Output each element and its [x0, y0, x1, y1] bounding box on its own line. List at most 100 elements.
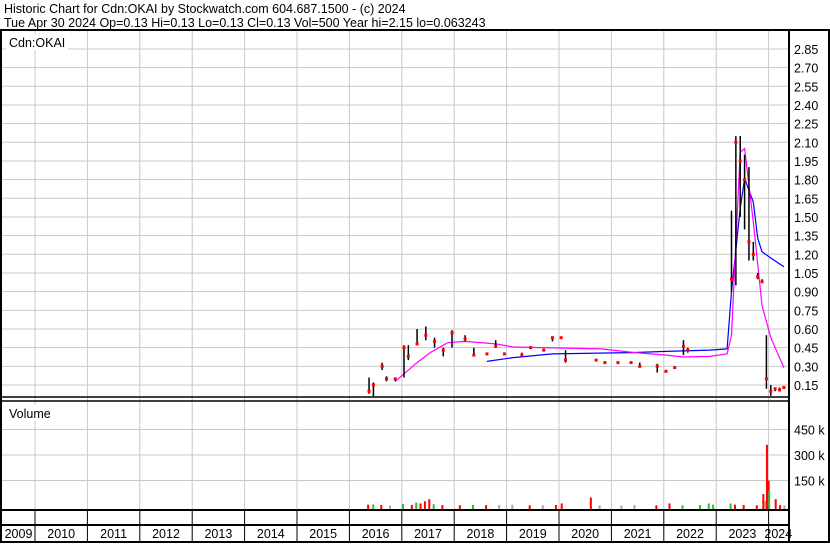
close-marker [778, 388, 782, 392]
volume-bar [415, 502, 418, 510]
year-label: 2011 [100, 527, 127, 541]
volume-tick-label: 150 k [794, 475, 825, 489]
year-label: 2022 [676, 527, 704, 541]
volume-bar [560, 503, 563, 510]
close-marker [655, 364, 659, 368]
year-label: 2012 [152, 527, 180, 541]
close-marker [782, 385, 786, 389]
close-marker [380, 364, 384, 368]
volume-bar [471, 504, 474, 510]
year-label: 2009 [5, 527, 33, 541]
volume-bar [541, 505, 544, 510]
volume-bar [388, 505, 391, 510]
price-tick-label: 0.45 [794, 342, 818, 356]
volume-bar [432, 504, 435, 510]
volume-bar [402, 503, 405, 510]
volume-bar [528, 505, 531, 510]
ma-long-line [486, 178, 785, 362]
close-marker [769, 389, 773, 393]
price-tick-label: 0.30 [794, 360, 818, 374]
price-tick-label: 2.40 [794, 99, 818, 113]
year-label: 2018 [466, 527, 494, 541]
volume-bar [742, 504, 745, 510]
close-marker [559, 336, 563, 340]
close-marker [773, 387, 777, 391]
volume-bar [367, 504, 370, 510]
close-marker [686, 348, 690, 352]
volume-bars [367, 444, 786, 510]
close-marker [415, 342, 419, 346]
close-marker [664, 369, 668, 373]
volume-tick-label: 450 k [794, 424, 825, 438]
volume-bar [380, 504, 383, 510]
volume-bar [712, 504, 715, 510]
volume-bar [620, 505, 623, 510]
close-marker [393, 377, 397, 381]
volume-bar [774, 499, 777, 510]
grid [2, 29, 788, 510]
volume-bar [764, 500, 767, 510]
price-tick-label: 1.95 [794, 155, 818, 169]
volume-label-bg [6, 405, 58, 421]
year-label: 2016 [362, 527, 390, 541]
volume-bar [423, 501, 426, 510]
price-bars [367, 136, 786, 397]
close-marker [760, 280, 764, 284]
close-marker [485, 352, 489, 356]
close-marker [729, 277, 733, 281]
close-marker [743, 178, 747, 182]
volume-bar [485, 505, 488, 510]
close-marker [529, 346, 533, 350]
close-marker [751, 252, 755, 256]
price-tick-label: 2.70 [794, 62, 818, 76]
chart-frame [0, 29, 830, 543]
price-tick-label: 2.10 [794, 136, 818, 150]
close-marker [406, 354, 410, 358]
symbol-label: Cdn:OKAI [9, 36, 65, 50]
price-tick-label: 1.50 [794, 211, 818, 225]
volume-bar [554, 504, 557, 510]
close-marker [629, 361, 633, 365]
close-marker [764, 377, 768, 381]
close-marker [441, 348, 445, 352]
price-tick-label: 2.55 [794, 80, 818, 94]
volume-bar [511, 504, 514, 510]
close-marker [638, 364, 642, 368]
price-tick-label: 2.85 [794, 43, 818, 57]
close-marker [738, 159, 742, 163]
volume-label: Volume [9, 407, 51, 421]
chart-title: Historic Chart for Cdn:OKAI by Stockwatc… [4, 2, 406, 16]
price-tick-label: 0.75 [794, 304, 818, 318]
volume-bar [668, 503, 671, 510]
close-marker [433, 339, 437, 343]
volume-bar [707, 503, 710, 510]
price-tick-label: 2.25 [794, 118, 818, 132]
moving-averages [394, 147, 785, 382]
volume-bar [498, 504, 501, 510]
year-label: 2023 [728, 527, 756, 541]
volume-bar [733, 504, 736, 510]
volume-tick-label: 300 k [794, 449, 825, 463]
price-tick-label: 1.35 [794, 230, 818, 244]
volume-bar [458, 505, 461, 510]
volume-bar [589, 497, 592, 510]
close-marker [681, 344, 685, 348]
year-label: 2014 [257, 527, 285, 541]
volume-bar [655, 505, 658, 510]
close-marker [494, 344, 498, 348]
close-marker [594, 358, 598, 362]
close-marker [424, 333, 428, 337]
volume-bar [419, 503, 422, 510]
quote-summary: Tue Apr 30 2024 Op=0.13 Hi=0.13 Lo=0.13 … [4, 16, 486, 30]
year-label: 2017 [414, 527, 442, 541]
symbol-label-bg [6, 34, 68, 50]
volume-bar [768, 490, 771, 510]
price-tick-label: 1.80 [794, 174, 818, 188]
close-marker [564, 358, 568, 362]
volume-bar [441, 505, 444, 510]
close-marker [756, 275, 760, 279]
year-label: 2015 [309, 527, 337, 541]
ma-short-line [394, 147, 785, 382]
close-marker [520, 353, 524, 357]
